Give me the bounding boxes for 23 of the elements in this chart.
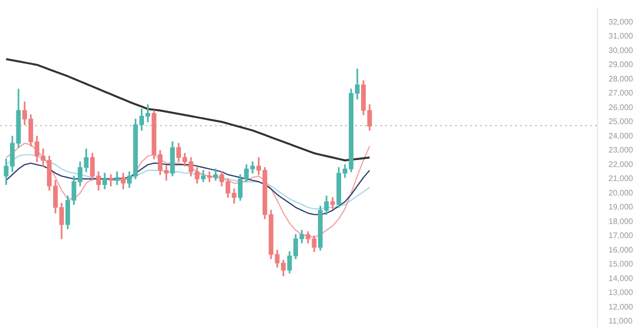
y-tick-label: 13,000 [608, 288, 634, 298]
y-tick-label: 20,000 [608, 188, 634, 198]
y-tick-label: 14,000 [608, 274, 634, 283]
y-tick-label: 32,000 [608, 17, 634, 26]
y-tick-label: 31,000 [608, 32, 634, 41]
y-tick-label: 12,000 [608, 302, 634, 312]
y-tick-label: 17,000 [608, 231, 634, 240]
y-tick-label: 16,000 [608, 245, 634, 254]
y-tick-label: 23,000 [608, 146, 634, 155]
y-tick-label: 19,000 [608, 202, 634, 212]
y-tick-label: 26,000 [608, 102, 634, 112]
y-tick-label: 29,000 [608, 60, 634, 70]
y-tick-label: 25,000 [608, 117, 634, 126]
y-tick-label: 22,000 [608, 160, 634, 169]
candlestick [207, 171, 212, 182]
y-tick-label: 15,000 [608, 260, 634, 269]
y-tick-label: 30,000 [608, 46, 634, 55]
y-tick-label: 21,000 [608, 174, 634, 184]
y-tick-label: 11,000 [608, 316, 633, 326]
y-tick-label: 27,000 [608, 88, 634, 98]
y-tick-label: 18,000 [608, 216, 634, 226]
y-tick-label: 28,000 [608, 74, 634, 84]
y-tick-label: 24,000 [608, 131, 634, 140]
